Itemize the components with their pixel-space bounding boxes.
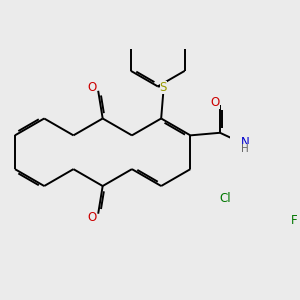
Text: O: O [211,96,220,109]
Text: H: H [241,144,249,154]
Text: F: F [291,214,298,227]
Text: Cl: Cl [219,192,231,205]
Text: N: N [241,136,250,149]
Text: S: S [160,82,167,94]
Text: O: O [87,211,97,224]
Text: O: O [87,81,97,94]
